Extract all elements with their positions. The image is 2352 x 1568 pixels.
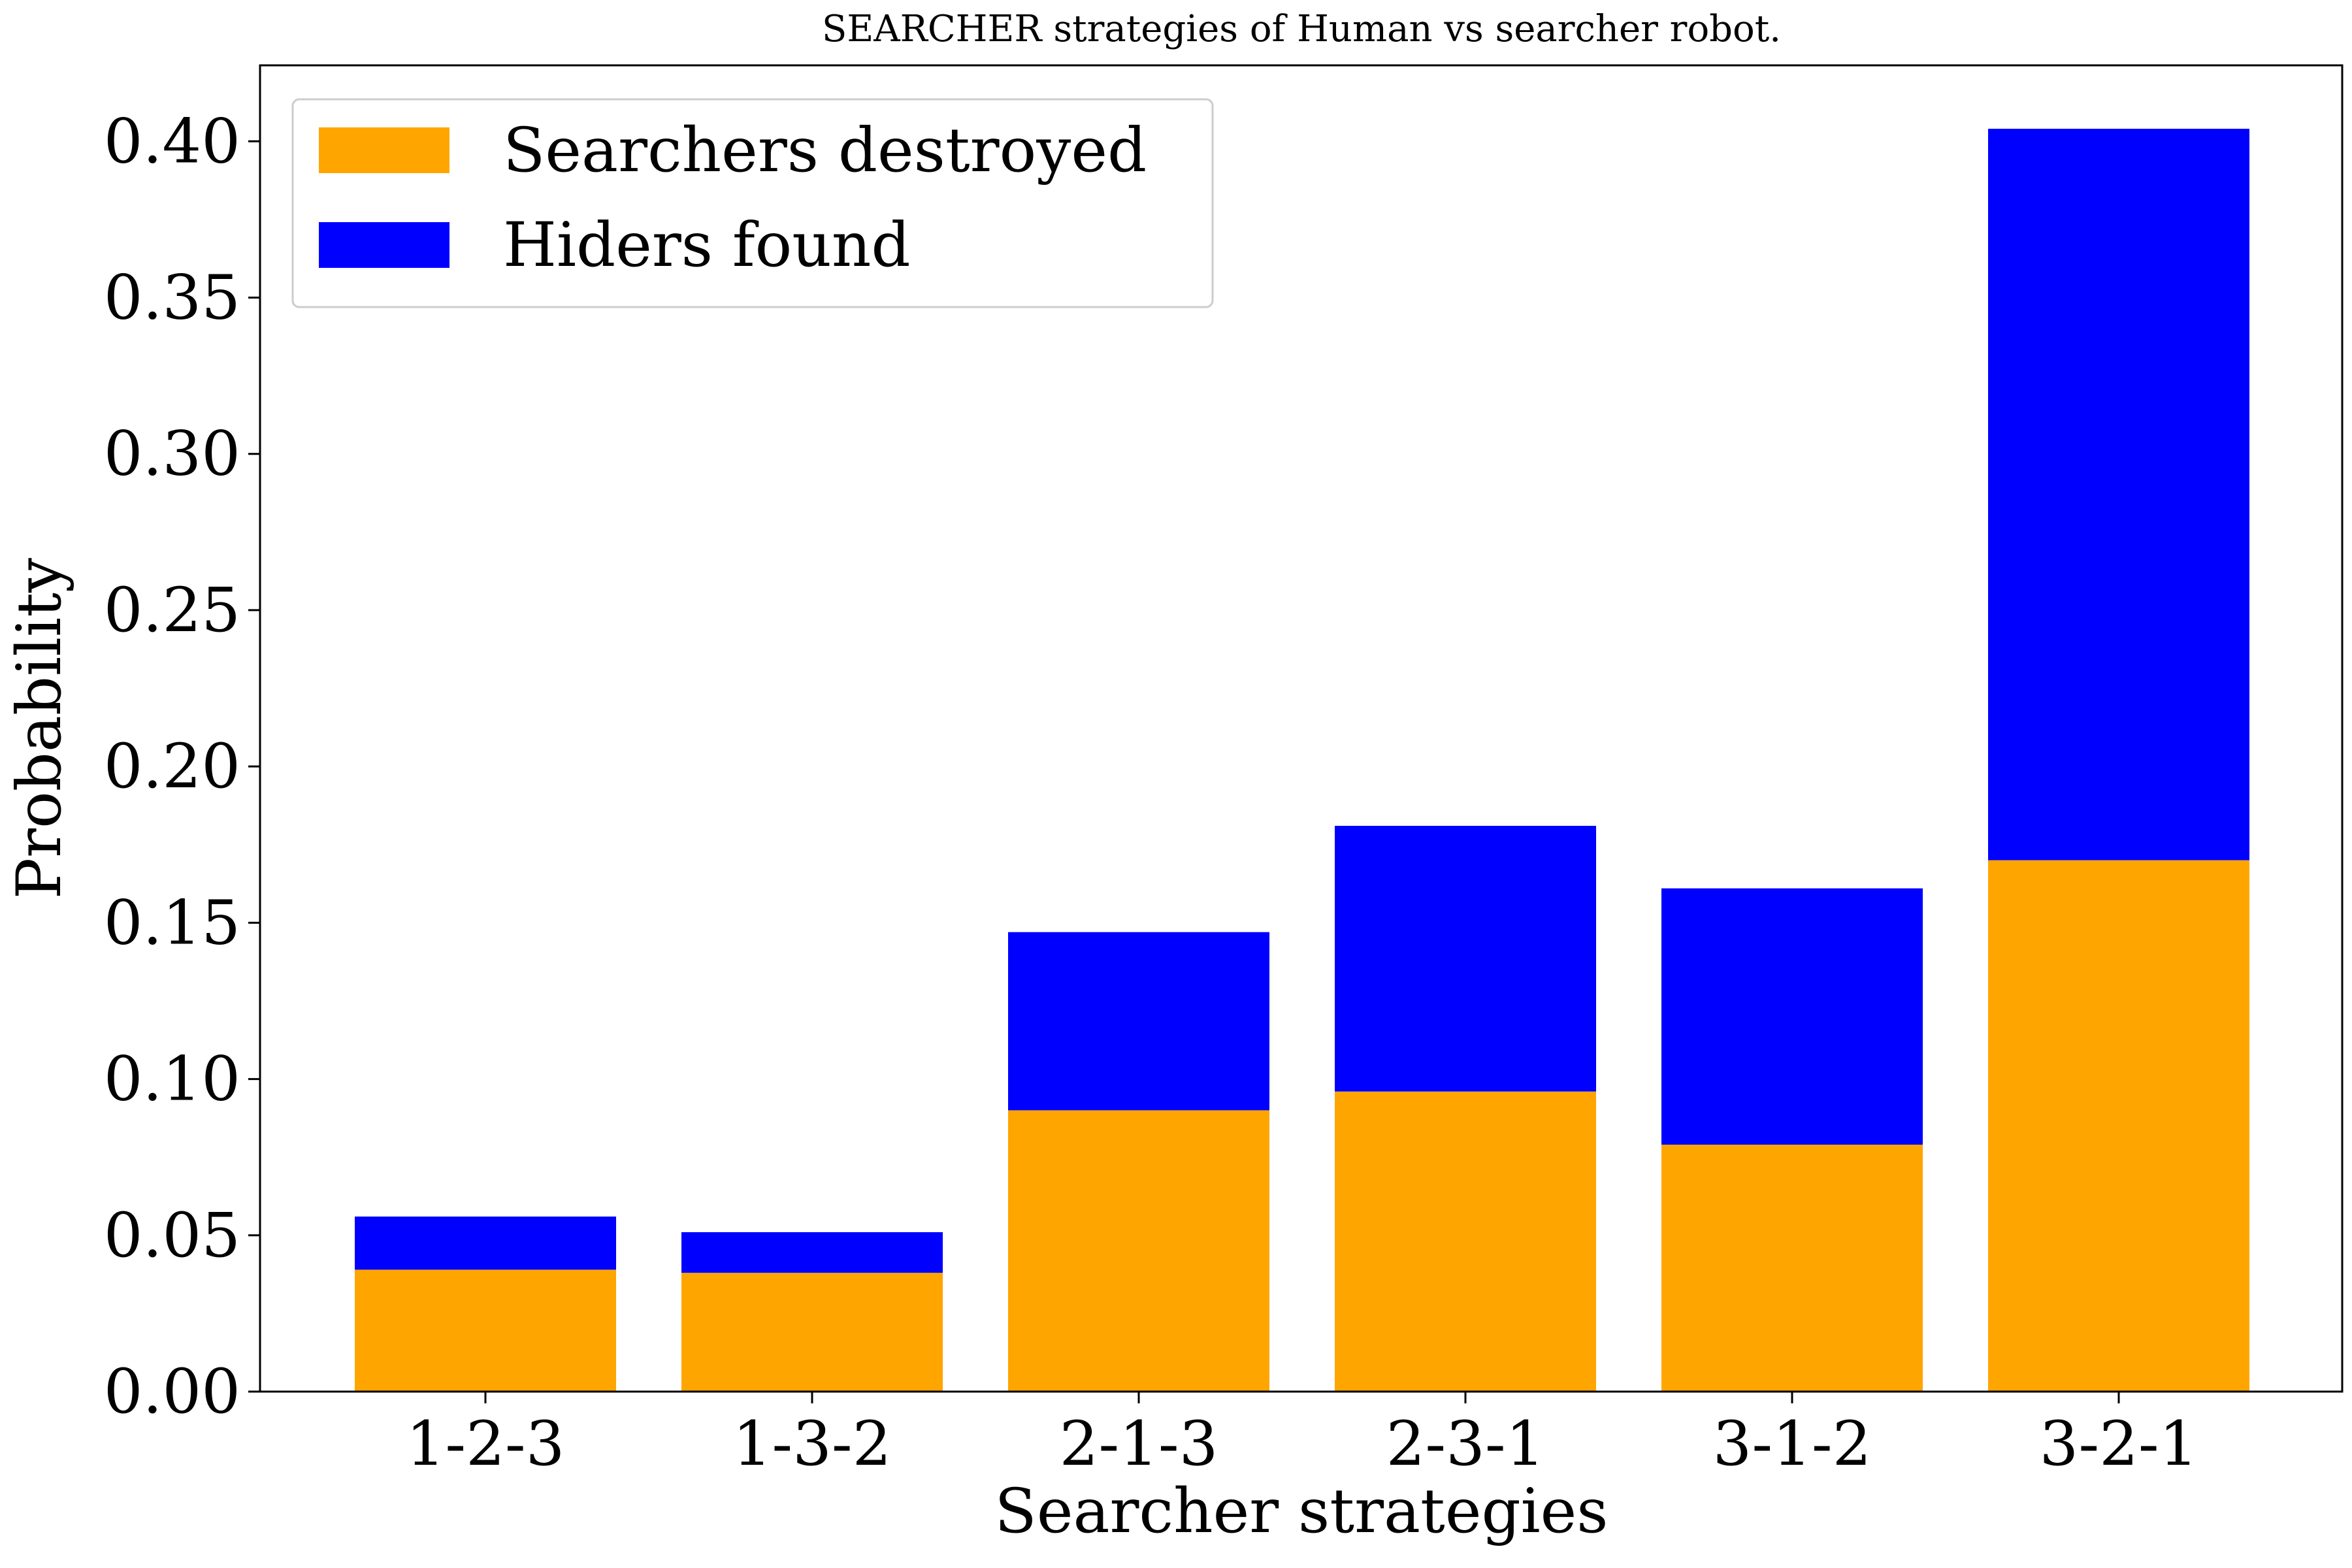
y-tick-label: 0.15 [104, 887, 240, 958]
x-tick-label: 3-1-2 [1713, 1409, 1872, 1480]
x-tick-label: 2-1-3 [1060, 1409, 1218, 1480]
chart-title: SEARCHER strategies of Human vs searcher… [822, 8, 1781, 50]
bar-3-2-1-hiders-found [1988, 129, 2249, 860]
bars-layer [355, 129, 2249, 1392]
legend-swatch-searchers-destroyed [319, 127, 449, 173]
y-tick-label: 0.35 [104, 262, 240, 333]
bar-3-1-2-searchers-destroyed [1661, 1145, 1923, 1392]
legend-swatch-hiders-found [319, 222, 449, 268]
bar-1-2-3-hiders-found [355, 1217, 616, 1270]
y-tick-label: 0.10 [104, 1044, 240, 1115]
legend-box [291, 98, 1214, 308]
y-axis-label: Probability [4, 558, 75, 899]
bar-2-1-3-searchers-destroyed [1008, 1110, 1269, 1392]
x-axis-label: Searcher strategies [994, 1476, 1608, 1547]
y-tick-label: 0.05 [104, 1200, 240, 1271]
y-tick-label: 0.40 [104, 106, 240, 177]
x-tick-label: 2-3-1 [1386, 1409, 1545, 1480]
bar-2-1-3-hiders-found [1008, 932, 1269, 1111]
bar-3-1-2-hiders-found [1661, 888, 1923, 1145]
x-tick-label: 1-3-2 [733, 1409, 892, 1480]
y-tick-label: 0.20 [104, 731, 240, 802]
bar-1-2-3-searchers-destroyed [355, 1269, 616, 1392]
ticks-layer: 1-2-3 1-3-2 2-1-3 2-3-1 3-1-2 3-2-1 0.00 0.05 0.… [104, 106, 2198, 1480]
x-tick-label: 3-2-1 [2040, 1409, 2198, 1480]
y-tick-label: 0.00 [104, 1356, 240, 1428]
legend-label-hiders-found: Hiders found [503, 210, 911, 281]
bar-2-3-1-hiders-found [1335, 826, 1596, 1092]
y-tick-label: 0.30 [104, 419, 240, 490]
legend: Searchers destroyed Hiders found [291, 98, 1214, 308]
legend-label-searchers-destroyed: Searchers destroyed [503, 115, 1147, 186]
bar-2-3-1-searchers-destroyed [1335, 1091, 1596, 1392]
x-tick-label: 1-2-3 [406, 1409, 565, 1480]
bar-3-2-1-searchers-destroyed [1988, 860, 2249, 1392]
bar-1-3-2-searchers-destroyed [681, 1273, 943, 1392]
y-tick-label: 0.25 [104, 575, 240, 646]
plot-frame [259, 64, 2344, 1393]
bar-1-3-2-hiders-found [681, 1232, 943, 1273]
